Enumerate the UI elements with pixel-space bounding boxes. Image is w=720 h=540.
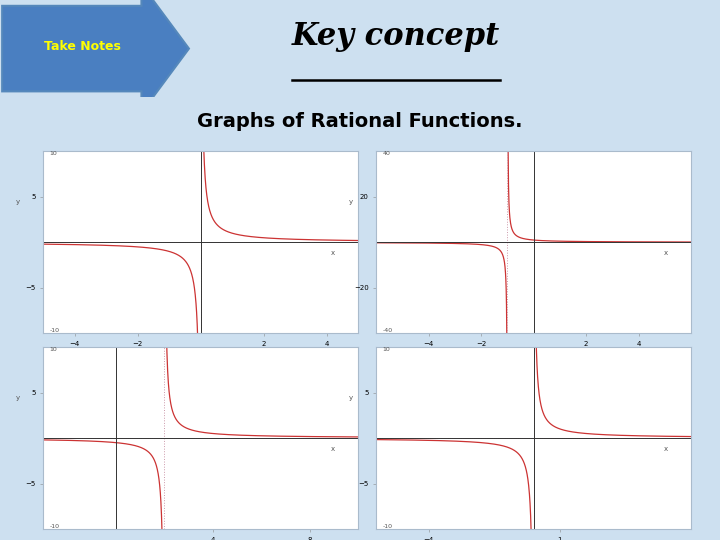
Text: y: y: [16, 395, 20, 401]
Text: x: x: [664, 446, 668, 452]
Text: Graphs of Rational Functions.: Graphs of Rational Functions.: [197, 112, 523, 131]
Text: x: x: [331, 446, 335, 452]
Text: 10: 10: [50, 151, 58, 156]
Text: y: y: [349, 199, 353, 205]
Text: -40: -40: [382, 328, 392, 333]
Text: 10: 10: [382, 347, 390, 352]
Text: Key concept: Key concept: [292, 22, 500, 52]
Text: y: y: [16, 199, 20, 205]
Text: Take Notes: Take Notes: [45, 40, 121, 53]
Text: 10: 10: [50, 347, 58, 352]
Text: x: x: [331, 250, 335, 256]
Text: -10: -10: [382, 524, 392, 529]
Text: -10: -10: [50, 328, 60, 333]
Text: -10: -10: [50, 524, 60, 529]
FancyBboxPatch shape: [2, 0, 189, 113]
Text: y: y: [349, 395, 353, 401]
Text: 40: 40: [382, 151, 390, 156]
Text: x: x: [664, 250, 668, 256]
